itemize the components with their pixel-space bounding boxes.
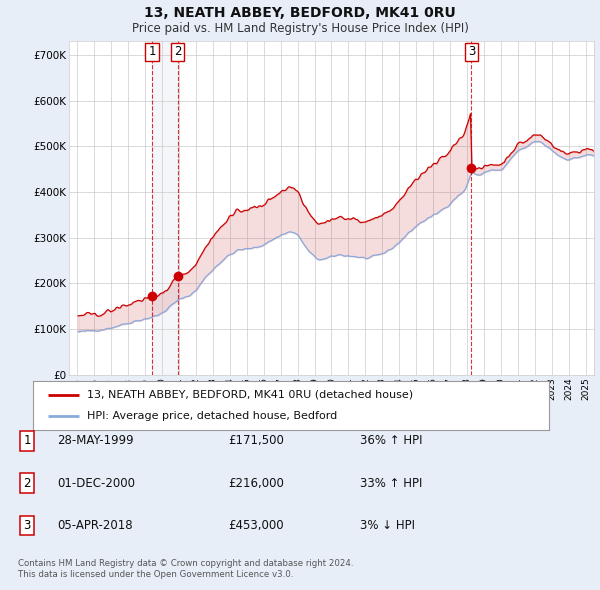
Text: 3% ↓ HPI: 3% ↓ HPI xyxy=(360,519,415,532)
Text: 3: 3 xyxy=(23,519,31,532)
Text: 28-MAY-1999: 28-MAY-1999 xyxy=(57,434,134,447)
Text: 13, NEATH ABBEY, BEDFORD, MK41 0RU (detached house): 13, NEATH ABBEY, BEDFORD, MK41 0RU (deta… xyxy=(87,389,413,399)
Text: 1: 1 xyxy=(148,45,156,58)
Text: £171,500: £171,500 xyxy=(228,434,284,447)
Text: 2: 2 xyxy=(174,45,181,58)
Text: 36% ↑ HPI: 36% ↑ HPI xyxy=(360,434,422,447)
Text: 33% ↑ HPI: 33% ↑ HPI xyxy=(360,477,422,490)
Text: 01-DEC-2000: 01-DEC-2000 xyxy=(57,477,135,490)
Bar xyxy=(152,41,178,375)
Text: 2: 2 xyxy=(23,477,31,490)
Text: HPI: Average price, detached house, Bedford: HPI: Average price, detached house, Bedf… xyxy=(87,411,337,421)
Text: £453,000: £453,000 xyxy=(228,519,284,532)
Text: Contains HM Land Registry data © Crown copyright and database right 2024.
This d: Contains HM Land Registry data © Crown c… xyxy=(18,559,353,579)
Text: 05-APR-2018: 05-APR-2018 xyxy=(57,519,133,532)
Text: 1: 1 xyxy=(23,434,31,447)
Text: £216,000: £216,000 xyxy=(228,477,284,490)
Text: Price paid vs. HM Land Registry's House Price Index (HPI): Price paid vs. HM Land Registry's House … xyxy=(131,22,469,35)
Text: 13, NEATH ABBEY, BEDFORD, MK41 0RU: 13, NEATH ABBEY, BEDFORD, MK41 0RU xyxy=(144,6,456,20)
Text: 3: 3 xyxy=(467,45,475,58)
